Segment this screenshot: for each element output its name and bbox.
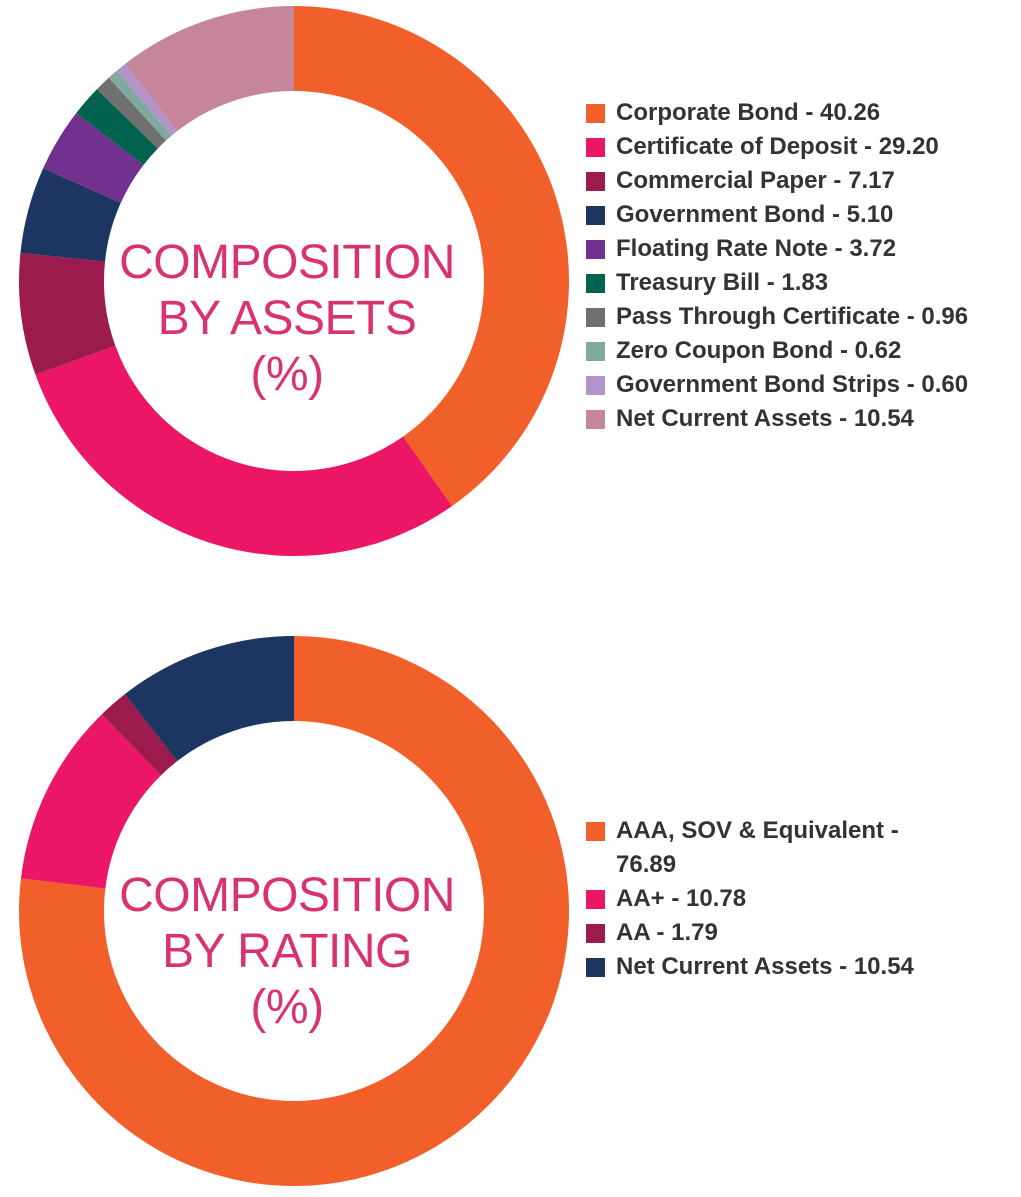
rating-title-line-1: COMPOSITION [119,869,455,922]
rating-center-title: COMPOSITION BY RATING (%) [87,868,487,1036]
slice-commercial-paper [18,252,116,375]
legend-swatch [586,822,605,841]
slice-net-current-assets [124,5,295,132]
legend-swatch [586,104,605,123]
legend-item-aaa-sov-equivalent: AAA, SOV & Equivalent - 76.89 [586,814,931,882]
slice-treasury-bill [76,89,158,166]
assets-title-line-1: COMPOSITION [119,236,455,289]
legend-swatch [586,172,605,191]
legend-item-government-bond: Government Bond - 5.10 [586,198,1006,232]
slice-zero-coupon-bond [108,70,172,141]
legend-item-net-current-assets: Net Current Assets - 10.54 [586,402,1006,436]
slice-aa [101,694,178,776]
legend-item-commercial-paper: Commercial Paper - 7.17 [586,164,1006,198]
rating-composition-chart: COMPOSITION BY RATING (%) AAA, SOV & Equ… [0,630,1021,1197]
assets-donut [18,5,570,557]
slice-net-current-assets [124,636,295,762]
slice-government-bond [20,168,121,262]
legend-label: AA - 1.79 [616,919,718,946]
legend-label: Zero Coupon Bond - 0.62 [616,337,902,364]
slice-aa [20,714,162,889]
legend-label: AAA, SOV & Equivalent - 76.89 [616,817,899,878]
legend-item-certificate-of-deposit: Certificate of Deposit - 29.20 [586,130,1006,164]
rating-legend: AAA, SOV & Equivalent - 76.89 AA+ - 10.78… [586,814,1006,984]
assets-legend: Corporate Bond - 40.26 Certificate of Dep… [586,96,1006,436]
legend-label: Commercial Paper - 7.17 [616,167,895,194]
legend-label: Government Bond Strips - 0.60 [616,371,969,398]
slice-aaa-sov-equivalent [19,636,570,1186]
legend-swatch [586,890,605,909]
rating-donut [19,636,570,1186]
assets-composition-chart: COMPOSITION BY ASSETS (%) Corporate Bond… [0,0,1021,570]
legend-label: Certificate of Deposit - 29.20 [616,133,939,160]
legend-swatch [586,206,605,225]
legend-label: Net Current Assets - 10.54 [616,405,914,432]
legend-swatch [586,274,605,293]
legend-item-corporate-bond: Corporate Bond - 40.26 [586,96,1006,130]
legend-swatch [586,376,605,395]
slice-corporate-bond [294,6,570,507]
legend-swatch [586,924,605,943]
legend-swatch [586,240,605,259]
legend-label: Corporate Bond - 40.26 [616,99,881,126]
slice-pass-through-certificate [96,77,167,149]
legend-label: Floating Rate Note - 3.72 [616,235,897,262]
rating-title-line-2: BY RATING [162,925,412,978]
legend-item-aa: AA - 1.79 [586,916,1006,950]
legend-item-government-bond-strips: Government Bond Strips - 0.60 [586,368,1006,402]
legend-item-zero-coupon-bond: Zero Coupon Bond - 0.62 [586,334,1006,368]
legend-label: Net Current Assets - 10.54 [616,953,914,980]
legend-label: Treasury Bill - 1.83 [616,269,829,296]
assets-title-line-3: (%) [250,348,324,401]
legend-swatch [586,958,605,977]
legend-label: Government Bond - 5.10 [616,201,894,228]
legend-label: Pass Through Certificate - 0.96 [616,303,969,330]
legend-swatch [586,410,605,429]
legend-item-net-current-assets: Net Current Assets - 10.54 [586,950,1006,984]
assets-title-line-2: BY ASSETS [157,292,417,345]
legend-item-treasury-bill: Treasury Bill - 1.83 [586,266,1006,300]
assets-center-title: COMPOSITION BY ASSETS (%) [87,235,487,403]
slice-floating-rate-note [43,113,144,204]
slice-certificate-of-deposit [35,345,452,557]
legend-item-floating-rate-note: Floating Rate Note - 3.72 [586,232,1006,266]
rating-title-line-3: (%) [250,981,324,1034]
legend-swatch [586,342,605,361]
legend-swatch [586,308,605,327]
legend-swatch [586,138,605,157]
legend-label: AA+ - 10.78 [616,885,747,912]
legend-item-pass-through-certificate: Pass Through Certificate - 0.96 [586,300,1006,334]
slice-government-bond-strips [116,64,178,136]
legend-item-aa: AA+ - 10.78 [586,882,1006,916]
